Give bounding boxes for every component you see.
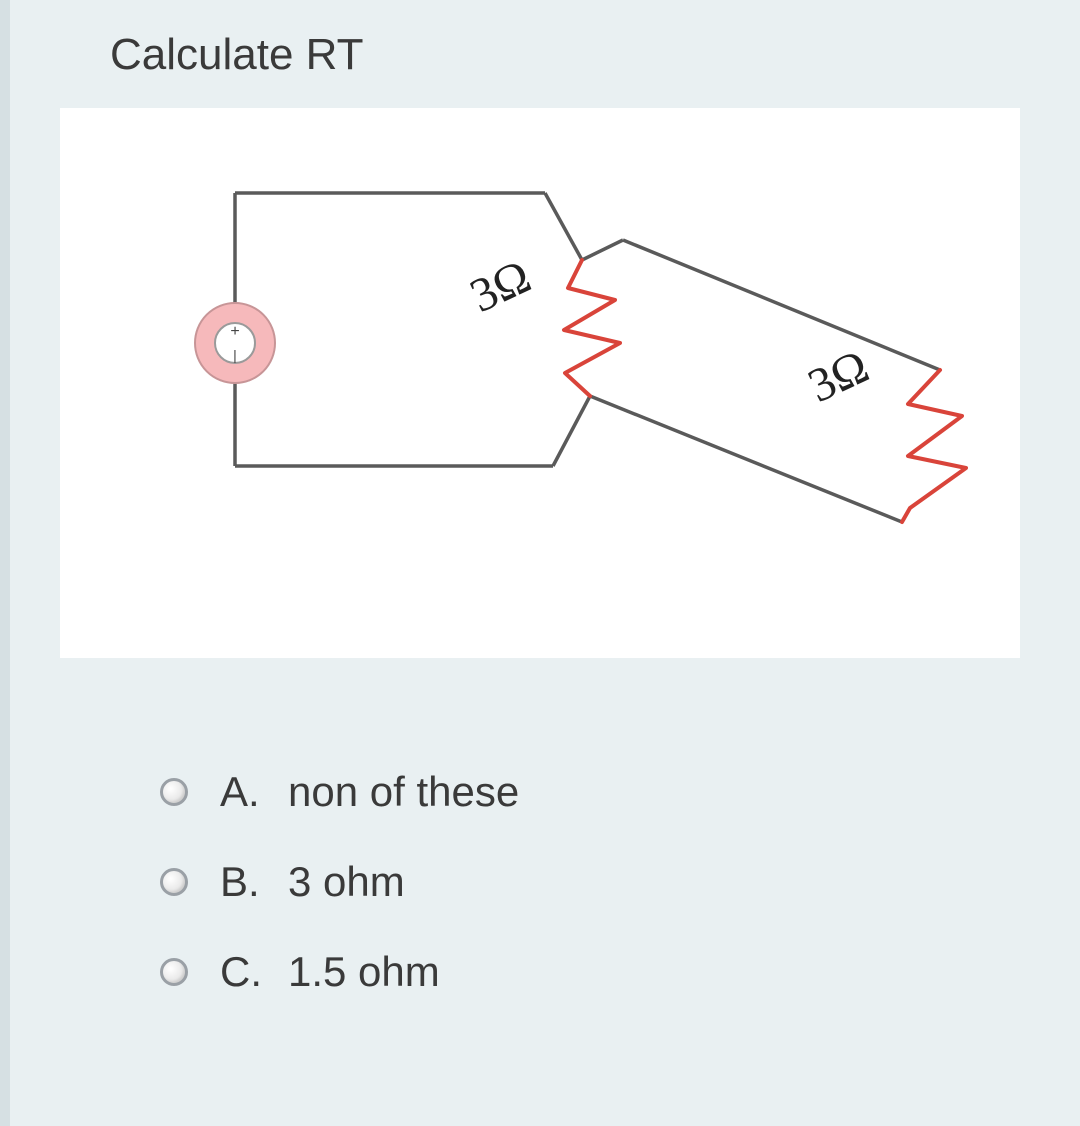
answer-options: A. non of these B. 3 ohm C. 1.5 ohm bbox=[160, 768, 1040, 996]
circuit-figure: 3Ω 3Ω + | bbox=[60, 108, 1020, 658]
radio-c[interactable] bbox=[160, 958, 188, 986]
voltage-source: + | bbox=[195, 303, 275, 383]
source-minus: | bbox=[233, 347, 237, 363]
option-b[interactable]: B. 3 ohm bbox=[160, 858, 1040, 906]
resistor-2 bbox=[902, 370, 966, 522]
option-a[interactable]: A. non of these bbox=[160, 768, 1040, 816]
resistor-2-label: 3Ω bbox=[800, 340, 876, 413]
resistor-1-label: 3Ω bbox=[462, 250, 538, 323]
option-c[interactable]: C. 1.5 ohm bbox=[160, 948, 1040, 996]
option-letter: A. bbox=[220, 768, 288, 816]
radio-a[interactable] bbox=[160, 778, 188, 806]
question-title: Calculate RT bbox=[110, 30, 1040, 80]
question-content: Calculate RT bbox=[0, 0, 1080, 996]
option-text: 3 ohm bbox=[288, 858, 405, 906]
circuit-svg: 3Ω 3Ω + | bbox=[60, 108, 1020, 658]
option-text: non of these bbox=[288, 768, 519, 816]
option-text: 1.5 ohm bbox=[288, 948, 440, 996]
page-left-border bbox=[0, 0, 10, 1126]
option-letter: C. bbox=[220, 948, 288, 996]
option-letter: B. bbox=[220, 858, 288, 906]
resistor-1 bbox=[564, 260, 620, 396]
radio-b[interactable] bbox=[160, 868, 188, 896]
source-plus: + bbox=[230, 323, 239, 340]
